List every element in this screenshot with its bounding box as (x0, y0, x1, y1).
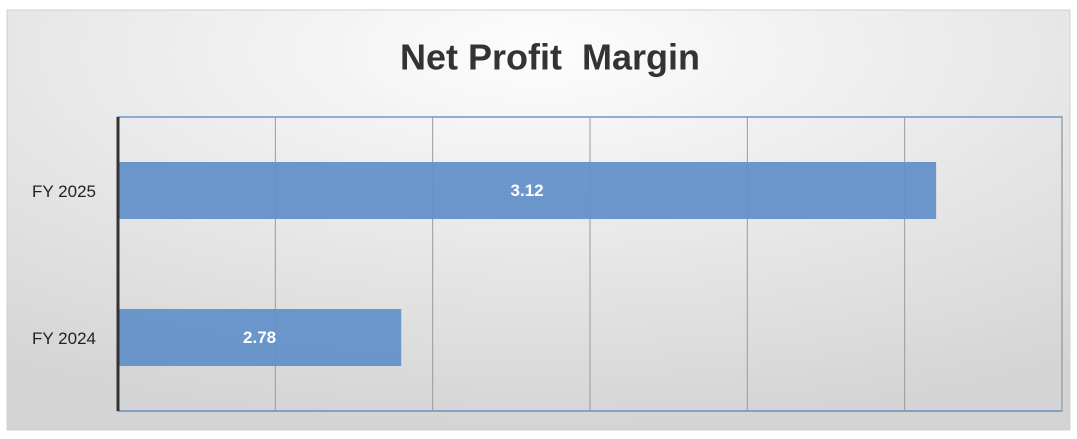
y-tick-label: FY 2025 (32, 182, 96, 201)
data-label: 2.78 (243, 328, 276, 347)
y-tick-label: FY 2024 (32, 329, 96, 348)
bar (118, 162, 937, 219)
bar (118, 309, 402, 366)
chart-title: Net Profit Margin (400, 37, 700, 78)
data-label: 3.12 (511, 181, 544, 200)
